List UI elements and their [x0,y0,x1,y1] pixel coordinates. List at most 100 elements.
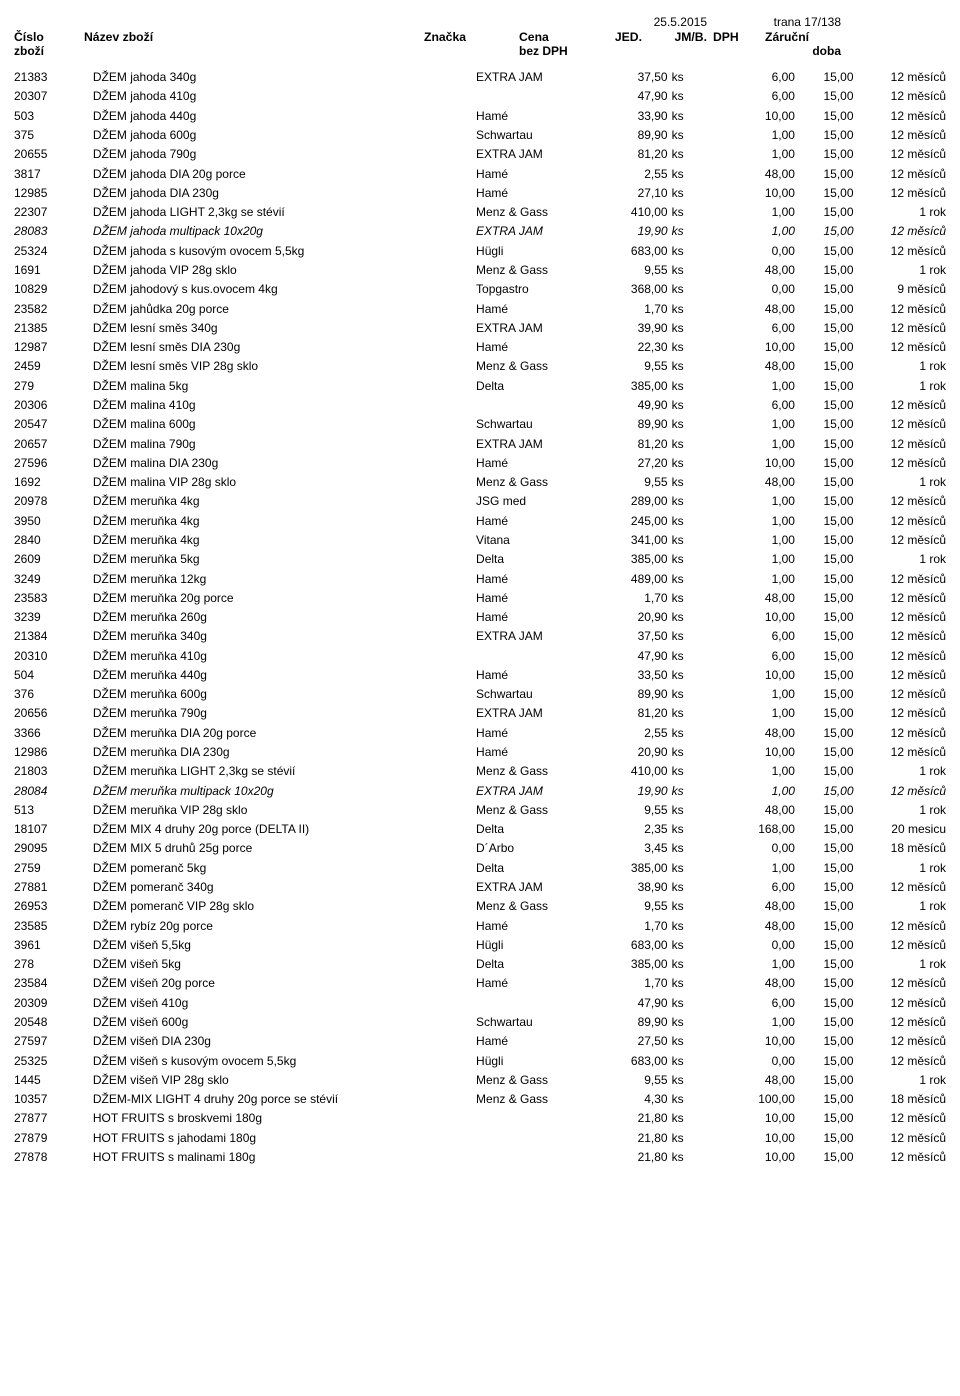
hdr-jmb: JM/B. [642,30,707,44]
cell-brand: Hamé [476,1032,583,1051]
table-row: 25324DŽEM jahoda s kusovým ovocem 5,5kgH… [14,242,946,261]
cell-war: 1 rok [854,1071,946,1090]
cell-brand: Hamé [476,666,583,685]
table-row: 2759DŽEM pomeranč 5kgDelta385,00ks1,0015… [14,859,946,878]
cell-price: 1,70 [583,299,668,318]
cell-price: 89,90 [583,1013,668,1032]
cell-name: DŽEM malina 790g [93,434,476,453]
cell-num: 23583 [14,589,93,608]
cell-price: 27,20 [583,454,668,473]
cell-jed: ks [668,1013,722,1032]
cell-brand: Delta [476,550,583,569]
cell-dph: 15,00 [795,242,854,261]
cell-name: HOT FRUITS s broskvemi 180g [93,1109,476,1128]
cell-brand: Menz & Gass [476,762,583,781]
cell-war: 12 měsíců [854,184,946,203]
cell-jed: ks [668,1051,722,1070]
cell-jmb: 168,00 [722,820,795,839]
cell-dph: 15,00 [795,415,854,434]
cell-jmb: 100,00 [722,1090,795,1109]
cell-price: 20,90 [583,608,668,627]
cell-name: DŽEM jahoda DIA 230g [93,184,476,203]
cell-war: 12 měsíců [854,107,946,126]
cell-price: 27,10 [583,184,668,203]
cell-price: 19,90 [583,222,668,241]
table-row: 20548DŽEM višeň 600gSchwartau89,90ks1,00… [14,1013,946,1032]
table-row: 21385DŽEM lesní směs 340gEXTRA JAM39,90k… [14,319,946,338]
cell-brand: Hamé [476,974,583,993]
table-row: 3950DŽEM meruňka 4kgHamé245,00ks1,0015,0… [14,511,946,530]
cell-war: 12 měsíců [854,454,946,473]
data-table: 21383DŽEM jahoda 340gEXTRA JAM37,50ks6,0… [14,68,946,1167]
cell-war: 12 měsíců [854,145,946,164]
cell-jmb: 1,00 [722,762,795,781]
cell-brand [476,396,583,415]
cell-num: 18107 [14,820,93,839]
table-row: 1445DŽEM višeň VIP 28g skloMenz & Gass9,… [14,1071,946,1090]
cell-jed: ks [668,801,722,820]
cell-dph: 15,00 [795,107,854,126]
cell-num: 3950 [14,511,93,530]
cell-dph: 15,00 [795,897,854,916]
cell-brand: Menz & Gass [476,801,583,820]
cell-war: 1 rok [854,473,946,492]
cell-jmb: 10,00 [722,107,795,126]
cell-num: 279 [14,377,93,396]
cell-jmb: 1,00 [722,377,795,396]
cell-dph: 15,00 [795,261,854,280]
table-row: 1692DŽEM malina VIP 28g skloMenz & Gass9… [14,473,946,492]
cell-jmb: 0,00 [722,242,795,261]
meta-page: trana 17/138 [759,15,841,29]
cell-brand: EXTRA JAM [476,434,583,453]
cell-num: 28083 [14,222,93,241]
cell-num: 27881 [14,878,93,897]
cell-name: HOT FRUITS s jahodami 180g [93,1128,476,1147]
cell-jed: ks [668,87,722,106]
cell-brand: Hamé [476,454,583,473]
cell-jed: ks [668,299,722,318]
table-row: 12985DŽEM jahoda DIA 230gHamé27,10ks10,0… [14,184,946,203]
table-row: 25325DŽEM višeň s kusovým ovocem 5,5kgHü… [14,1051,946,1070]
table-row: 21383DŽEM jahoda 340gEXTRA JAM37,50ks6,0… [14,68,946,87]
cell-war: 12 měsíců [854,1148,946,1167]
cell-num: 26953 [14,897,93,916]
cell-war: 12 měsíců [854,1032,946,1051]
cell-name: DŽEM lesní směs 340g [93,319,476,338]
cell-dph: 15,00 [795,550,854,569]
cell-jmb: 1,00 [722,511,795,530]
cell-price: 21,80 [583,1128,668,1147]
cell-price: 21,80 [583,1148,668,1167]
cell-dph: 15,00 [795,222,854,241]
cell-war: 1 rok [854,762,946,781]
cell-war: 1 rok [854,377,946,396]
cell-jmb: 48,00 [722,357,795,376]
cell-war: 1 rok [854,550,946,569]
cell-brand: EXTRA JAM [476,145,583,164]
table-row: 12987DŽEM lesní směs DIA 230gHamé22,30ks… [14,338,946,357]
cell-jmb: 6,00 [722,319,795,338]
cell-name: DŽEM-MIX LIGHT 4 druhy 20g porce se stév… [93,1090,476,1109]
cell-jed: ks [668,357,722,376]
cell-jed: ks [668,377,722,396]
cell-dph: 15,00 [795,1090,854,1109]
cell-price: 3,45 [583,839,668,858]
cell-jed: ks [668,222,722,241]
cell-jed: ks [668,164,722,183]
cell-war: 12 měsíců [854,936,946,955]
cell-dph: 15,00 [795,1128,854,1147]
cell-brand: Hügli [476,1051,583,1070]
cell-jmb: 1,00 [722,145,795,164]
cell-num: 20548 [14,1013,93,1032]
cell-brand: D´Arbo [476,839,583,858]
cell-war: 12 měsíců [854,569,946,588]
cell-num: 3249 [14,569,93,588]
cell-num: 29095 [14,839,93,858]
cell-name: DŽEM višeň s kusovým ovocem 5,5kg [93,1051,476,1070]
cell-dph: 15,00 [795,955,854,974]
cell-jmb: 1,00 [722,859,795,878]
table-row: 513DŽEM meruňka VIP 28g skloMenz & Gass9… [14,801,946,820]
table-row: 20656DŽEM meruňka 790gEXTRA JAM81,20ks1,… [14,704,946,723]
cell-war: 12 měsíců [854,415,946,434]
cell-war: 18 měsíců [854,1090,946,1109]
cell-jed: ks [668,781,722,800]
